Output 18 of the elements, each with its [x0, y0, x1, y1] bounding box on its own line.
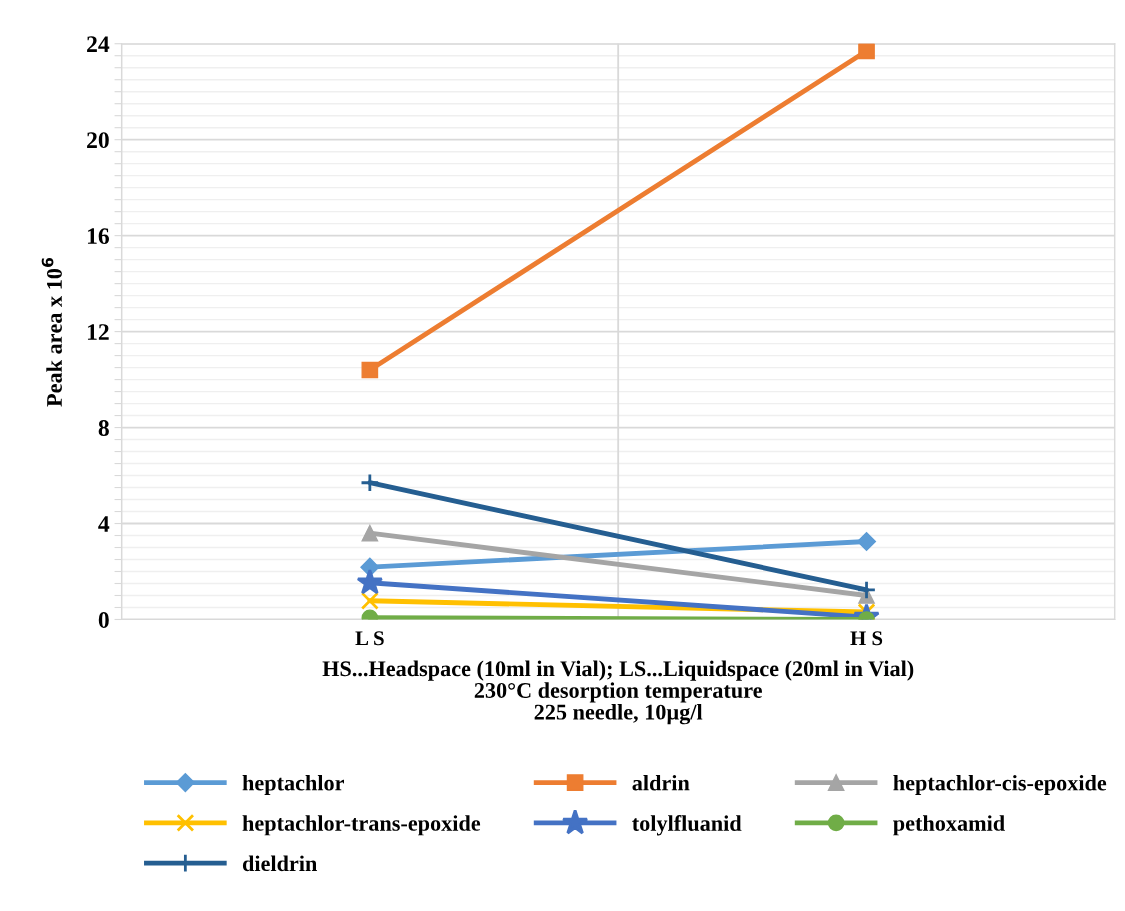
legend-label: aldrin: [632, 774, 690, 791]
y-tick-label: 4: [98, 516, 110, 532]
y-tick-label: 24: [87, 36, 110, 52]
legend-label: dieldrin: [242, 855, 318, 872]
legend-label: heptachlor-trans-epoxide: [242, 815, 481, 836]
x-axis-title: HS...Headspace (10ml in Vial); LS...Liquidspace (20ml in Vial) 230°C desorption temperature 225 needle, 10µg/l: [322, 660, 914, 725]
x-tick-label: L S: [355, 631, 384, 646]
x-tick-label: H S: [850, 631, 883, 646]
y-tick-label: 12: [87, 324, 109, 340]
y-tick-label: 16: [87, 228, 109, 245]
legend-label: heptachlor-cis-epoxide: [893, 774, 1107, 796]
legend-label: pethoxamid: [893, 815, 1005, 836]
y-tick-label: 8: [98, 420, 109, 436]
y-tick-label: 0: [98, 611, 109, 628]
legend-label: tolylfluanid: [632, 815, 742, 836]
y-tick-label: 20: [87, 132, 109, 149]
y-axis-title: Peak area x 10$^{6}$: [41, 257, 62, 407]
legend-label: heptachlor: [242, 774, 345, 796]
